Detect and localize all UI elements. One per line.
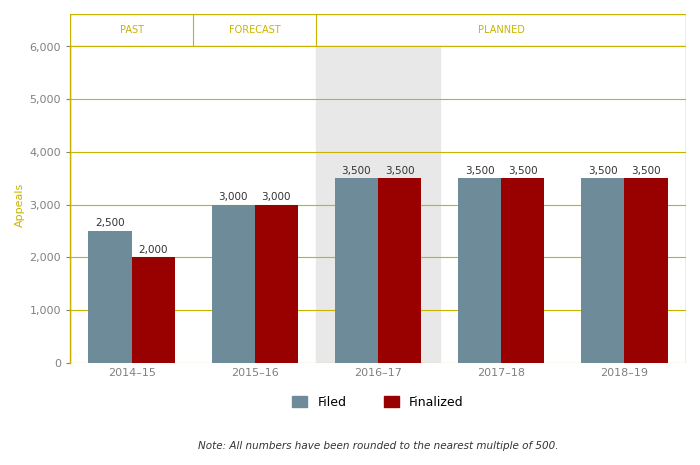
Bar <box>316 46 440 363</box>
Text: 3,500: 3,500 <box>342 166 371 176</box>
Text: PAST: PAST <box>120 25 144 35</box>
Bar <box>501 178 545 363</box>
Text: 3,500: 3,500 <box>465 166 494 176</box>
Bar <box>458 178 501 363</box>
Text: 3,500: 3,500 <box>385 166 414 176</box>
Text: 2,000: 2,000 <box>139 245 168 255</box>
Bar <box>211 205 255 363</box>
Text: PLANNED: PLANNED <box>478 25 524 35</box>
Bar <box>581 178 624 363</box>
Bar <box>255 205 298 363</box>
Text: 3,000: 3,000 <box>262 192 291 202</box>
Text: 3,500: 3,500 <box>588 166 617 176</box>
Text: Note: All numbers have been rounded to the nearest multiple of 500.: Note: All numbers have been rounded to t… <box>197 441 559 451</box>
Legend: Filed, Finalized: Filed, Finalized <box>288 391 468 414</box>
Y-axis label: Appeals: Appeals <box>15 182 25 227</box>
Bar <box>88 231 132 363</box>
Bar <box>132 257 175 363</box>
Text: 3,500: 3,500 <box>631 166 661 176</box>
Text: 3,000: 3,000 <box>218 192 248 202</box>
Bar <box>378 178 421 363</box>
Bar <box>335 178 378 363</box>
Text: FORECAST: FORECAST <box>229 25 281 35</box>
Text: 3,500: 3,500 <box>508 166 538 176</box>
Text: 2,500: 2,500 <box>95 218 125 228</box>
Bar <box>624 178 668 363</box>
